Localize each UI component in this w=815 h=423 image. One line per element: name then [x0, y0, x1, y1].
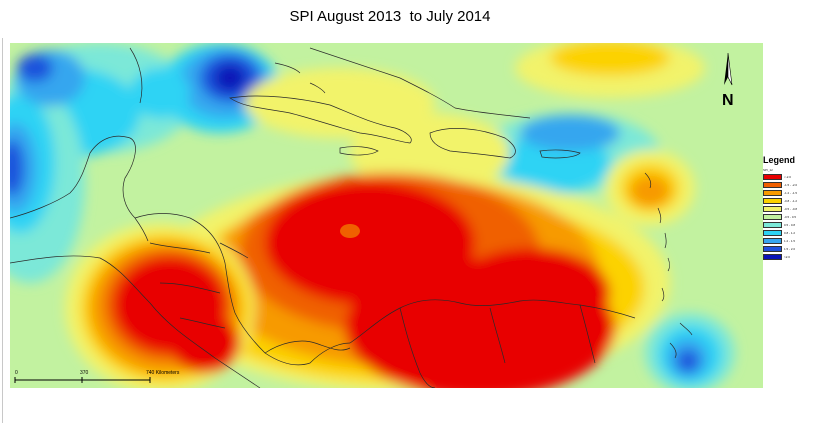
legend-subtitle: SPI_12: [763, 168, 773, 172]
map-title: SPI August 2013 to July 2014: [289, 8, 491, 25]
legend-swatch: [763, 222, 782, 228]
legend-swatch: [763, 238, 782, 244]
legend-item: -1.5 - -2.0: [763, 181, 813, 189]
legend-label: -0.8 - -1.2: [784, 199, 798, 203]
legend-label: <-2.0: [784, 175, 791, 179]
legend-item: -0.5 - -0.8: [763, 205, 813, 213]
north-arrow-icon: N: [722, 52, 734, 109]
legend-label: 1.5 - 2.0: [784, 247, 796, 251]
scale-label-370: 370: [80, 370, 89, 376]
legend-title: Legend: [763, 155, 796, 165]
legend-item: 1.2 - 1.5: [763, 237, 813, 245]
legend-swatch: [763, 246, 782, 252]
local-anomaly: [340, 224, 360, 238]
legend-swatch: [763, 190, 782, 196]
legend-swatch: [763, 214, 782, 220]
legend-label: -0.5 - 0.5: [784, 215, 797, 219]
legend-item: 0.5 - 0.8: [763, 221, 813, 229]
legend-label: 0.8 - 1.2: [784, 231, 796, 235]
spi-map-canvas: 0 370 740 Kilometers N: [10, 43, 763, 388]
legend-item: 1.5 - 2.0: [763, 245, 813, 253]
legend-swatch: [763, 230, 782, 236]
legend-swatch: [763, 174, 782, 180]
scale-bar: 0 370 740 Kilometers: [14, 370, 180, 383]
legend-item: >2.0: [763, 253, 813, 261]
coastlines: [10, 47, 693, 388]
legend-item: -1.2 - -1.5: [763, 189, 813, 197]
frame-border: [2, 38, 3, 423]
scale-label-740: 740 Kilometers: [146, 370, 180, 376]
legend-swatch: [763, 206, 782, 212]
legend-item: -0.8 - -1.2: [763, 197, 813, 205]
legend-label: -1.5 - -2.0: [784, 183, 798, 187]
legend-item: 0.8 - 1.2: [763, 229, 813, 237]
legend-label: 1.2 - 1.5: [784, 239, 796, 243]
north-arrow-label: N: [722, 92, 734, 109]
legend-swatch: [763, 254, 782, 260]
spi-map: 0 370 740 Kilometers N: [10, 43, 763, 388]
legend-label: -1.2 - -1.5: [784, 191, 798, 195]
legend-label: >2.0: [784, 255, 790, 259]
legend-item: <-2.0: [763, 173, 813, 181]
legend-swatch: [763, 198, 782, 204]
legend-swatch: [763, 182, 782, 188]
legend-label: 0.5 - 0.8: [784, 223, 796, 227]
scale-label-0: 0: [15, 370, 18, 376]
legend-item: -0.5 - 0.5: [763, 213, 813, 221]
legend: Legend SPI_12 <-2.0 -1.5 - -2.0 -1.2 - -1.…: [763, 155, 813, 261]
legend-items: <-2.0 -1.5 - -2.0 -1.2 - -1.5 -0.8 - -1.2 -0…: [763, 173, 813, 261]
legend-label: -0.5 - -0.8: [784, 207, 798, 211]
